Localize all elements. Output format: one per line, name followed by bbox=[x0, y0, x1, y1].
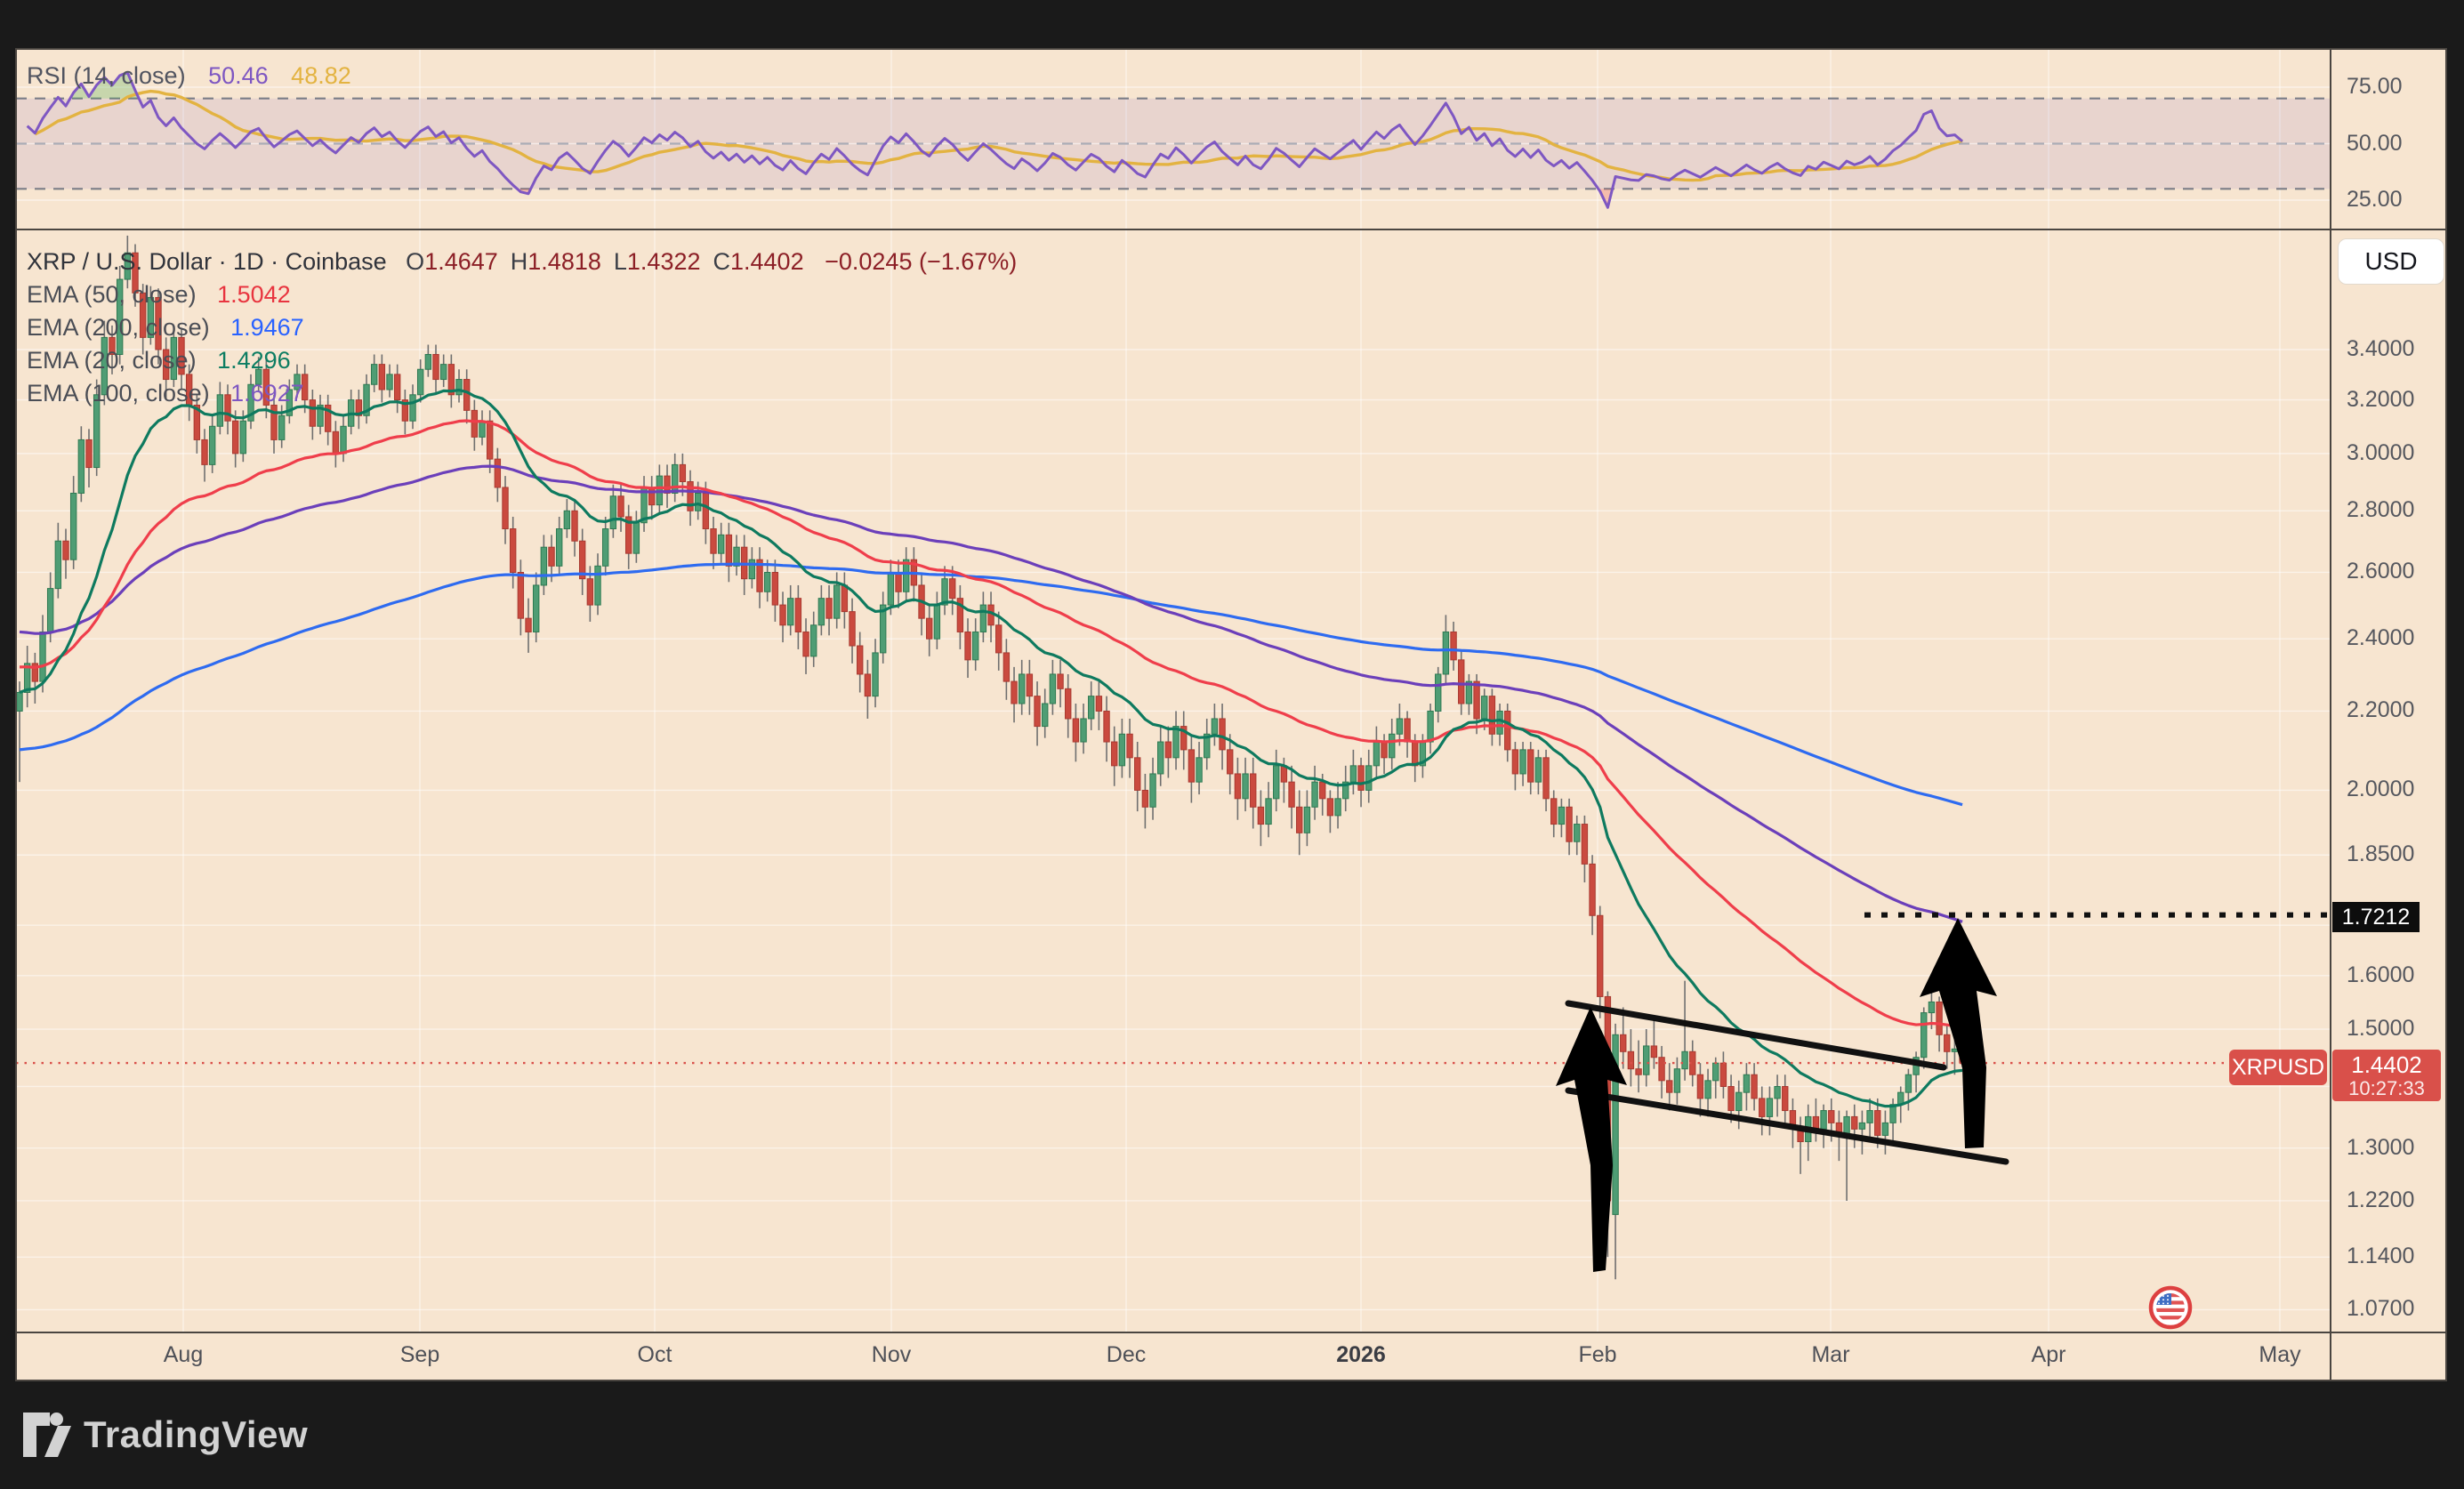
time-tick-2026[interactable]: 2026 bbox=[1336, 1342, 1386, 1367]
ohlc-letter-C: C bbox=[713, 248, 731, 275]
ema-legend-row-3[interactable]: EMA (20, close) 1.4296 bbox=[27, 347, 291, 374]
ema-legend-label: EMA (100, close) bbox=[27, 380, 210, 406]
up-arrow-drawing-2[interactable] bbox=[1920, 918, 1997, 1148]
rsi-pane[interactable] bbox=[16, 71, 2331, 209]
ema-legend-value: 1.9467 bbox=[223, 314, 304, 341]
price-tick-2.0000: 2.0000 bbox=[2347, 777, 2415, 802]
rsi-tick-25.00: 25.00 bbox=[2347, 187, 2403, 212]
rsi-tick-50.00: 50.00 bbox=[2347, 130, 2403, 156]
ema-20-line[interactable] bbox=[19, 388, 1963, 1108]
symbol-legend[interactable]: XRP / U.S. Dollar · 1D · Coinbase O1.464… bbox=[27, 248, 1017, 276]
rsi-tick-75.00: 75.00 bbox=[2347, 74, 2403, 99]
ohlc-letter-O: O bbox=[406, 248, 425, 275]
wedge-upper-trendline[interactable] bbox=[1565, 1000, 1947, 1071]
ema-legend-value: 1.4296 bbox=[210, 347, 291, 374]
last-price-badge: 1.4402 10:27:33 bbox=[2332, 1050, 2441, 1101]
time-tick-Sep[interactable]: Sep bbox=[399, 1342, 440, 1367]
ema-legend-row-4[interactable]: EMA (100, close) 1.6927 bbox=[27, 380, 304, 407]
ohlc-value-C: 1.4402 bbox=[730, 248, 804, 275]
time-tick-Feb[interactable]: Feb bbox=[1578, 1342, 1617, 1367]
price-tick-2.2000: 2.2000 bbox=[2347, 697, 2415, 723]
price-tick-3.4000: 3.4000 bbox=[2347, 336, 2415, 361]
currency-usd-button[interactable]: USD bbox=[2338, 238, 2444, 285]
tradingview-logo-text: TradingView bbox=[84, 1413, 309, 1455]
price-tick-2.8000: 2.8000 bbox=[2347, 497, 2415, 523]
ema-legend-value: 1.5042 bbox=[210, 281, 291, 308]
currency-usd-label: USD bbox=[2364, 247, 2418, 275]
price-tick-3.2000: 3.2000 bbox=[2347, 386, 2415, 412]
symbol-price-label: XRPUSD bbox=[2229, 1050, 2327, 1085]
ema-legend-value: 1.6927 bbox=[223, 380, 304, 406]
ohlc-letter-H: H bbox=[510, 248, 528, 275]
time-tick-Nov[interactable]: Nov bbox=[871, 1342, 912, 1367]
price-tick-2.6000: 2.6000 bbox=[2347, 559, 2415, 584]
ohlc-letter-L: L bbox=[613, 248, 627, 275]
time-tick-May[interactable]: May bbox=[2259, 1342, 2301, 1367]
time-tick-Mar[interactable]: Mar bbox=[1811, 1342, 1850, 1367]
bar-countdown: 10:27:33 bbox=[2348, 1076, 2425, 1099]
rsi-value: 50.46 bbox=[208, 62, 269, 89]
wedge-lower-trendline[interactable] bbox=[1565, 1087, 2009, 1165]
ema-200-line[interactable] bbox=[19, 562, 1963, 807]
ema-legend-label: EMA (200, close) bbox=[27, 314, 210, 341]
time-tick-Apr[interactable]: Apr bbox=[2031, 1342, 2066, 1367]
up-arrow-drawing-1[interactable] bbox=[1556, 1007, 1627, 1272]
ema-50-line[interactable] bbox=[19, 419, 1963, 1029]
symbol-title: XRP / U.S. Dollar · 1D · Coinbase bbox=[27, 248, 387, 275]
ema-100-line[interactable] bbox=[19, 464, 1963, 923]
ohlc-value-L: 1.4322 bbox=[626, 248, 701, 275]
ohlc-values: O1.4647 H1.4818 L1.4322 C1.4402 bbox=[393, 248, 803, 275]
rsi-ma-value: 48.82 bbox=[291, 62, 351, 89]
target-price-value: 1.7212 bbox=[2341, 904, 2411, 930]
ema-legend-label: EMA (50, close) bbox=[27, 281, 197, 308]
ema-legend-row-1[interactable]: EMA (50, close) 1.5042 bbox=[27, 281, 291, 309]
rsi-legend-label: RSI (14, close) bbox=[27, 62, 186, 89]
price-tick-1.0700: 1.0700 bbox=[2347, 1296, 2415, 1322]
ema-legend-label: EMA (20, close) bbox=[27, 347, 197, 374]
price-tick-1.2200: 1.2200 bbox=[2347, 1187, 2415, 1212]
price-tick-1.8500: 1.8500 bbox=[2347, 841, 2415, 867]
time-tick-Dec[interactable]: Dec bbox=[1106, 1342, 1147, 1367]
ohlc-value-O: 1.4647 bbox=[424, 248, 498, 275]
price-tick-1.3000: 1.3000 bbox=[2347, 1134, 2415, 1160]
price-tick-2.4000: 2.4000 bbox=[2347, 625, 2415, 651]
rsi-legend[interactable]: RSI (14, close) 50.46 48.82 bbox=[27, 62, 351, 90]
price-pane[interactable] bbox=[16, 235, 2331, 1330]
last-price-value: 1.4402 bbox=[2351, 1051, 2422, 1078]
price-tick-1.6000: 1.6000 bbox=[2347, 962, 2415, 987]
tradingview-logo[interactable]: TradingView bbox=[23, 1413, 308, 1457]
price-tick-3.0000: 3.0000 bbox=[2347, 439, 2415, 465]
price-tick-1.1400: 1.1400 bbox=[2347, 1244, 2415, 1269]
rsi-line bbox=[26, 71, 1964, 209]
time-tick-Aug[interactable]: Aug bbox=[163, 1342, 204, 1367]
symbol-price-text: XRPUSD bbox=[2231, 1054, 2325, 1080]
ohlc-value-H: 1.4818 bbox=[527, 248, 601, 275]
price-tick-1.5000: 1.5000 bbox=[2347, 1016, 2415, 1042]
change-value: −0.0245 (−1.67%) bbox=[825, 248, 1018, 275]
target-price-badge: 1.7212 bbox=[2332, 902, 2420, 932]
time-tick-Oct[interactable]: Oct bbox=[637, 1342, 672, 1367]
tradingview-logo-icon bbox=[23, 1413, 71, 1457]
candles-series bbox=[16, 235, 1966, 1280]
ema-legend-row-2[interactable]: EMA (200, close) 1.9467 bbox=[27, 314, 304, 342]
